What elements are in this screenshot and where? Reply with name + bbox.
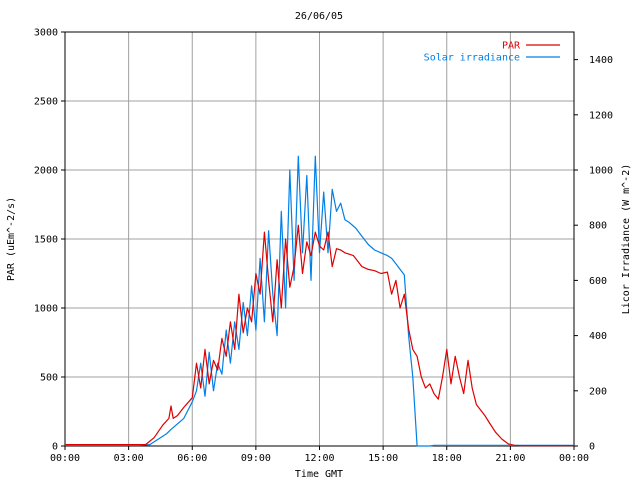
y-axis-label: PAR (uEm^-2/s)	[6, 197, 17, 281]
x-tick-label: 00:00	[559, 453, 589, 464]
chart-title: 26/06/05	[295, 11, 343, 22]
y2-tick-label: 200	[589, 386, 607, 397]
series-line-solar-irradiance	[65, 155, 574, 447]
y-tick-label: 3000	[34, 28, 58, 39]
y2-axis-label: Licor Irradiance (W m^-2)	[621, 164, 632, 315]
y2-tick-label: 1000	[589, 166, 613, 177]
x-tick-label: 03:00	[114, 453, 144, 464]
series-layer	[65, 155, 574, 447]
x-tick-label: 21:00	[495, 453, 525, 464]
x-tick-label: 09:00	[241, 453, 271, 464]
x-tick-label: 18:00	[432, 453, 462, 464]
grid	[65, 32, 574, 446]
y-tick-label: 2000	[34, 166, 58, 177]
legend-label-par: PAR	[502, 41, 521, 52]
y2-tick-label: 800	[589, 221, 607, 232]
x-tick-label: 15:00	[368, 453, 398, 464]
x-tick-label: 00:00	[50, 453, 80, 464]
y-tick-label: 1000	[34, 304, 58, 315]
series-line-par	[65, 224, 574, 447]
y-tick-label: 500	[40, 373, 58, 384]
y2-tick-label: 600	[589, 276, 607, 287]
y2-tick-label: 1200	[589, 110, 613, 121]
legend-label-solar-irradiance: Solar irradiance	[424, 53, 520, 64]
y2-tick-label: 400	[589, 331, 607, 342]
x-axis-label: Time GMT	[295, 469, 343, 480]
tick-labels: 00:00 03:00 06:00 09:00 12:00 15:00 18:00 21:00…	[34, 28, 613, 465]
y2-tick-label: 1400	[589, 55, 613, 66]
x-tick-label: 12:00	[304, 453, 334, 464]
y-tick-label: 1500	[34, 235, 58, 246]
y2-tick-label: 0	[589, 442, 595, 453]
y-tick-label: 0	[52, 442, 58, 453]
x-tick-label: 06:00	[177, 453, 207, 464]
y-tick-label: 2500	[34, 97, 58, 108]
